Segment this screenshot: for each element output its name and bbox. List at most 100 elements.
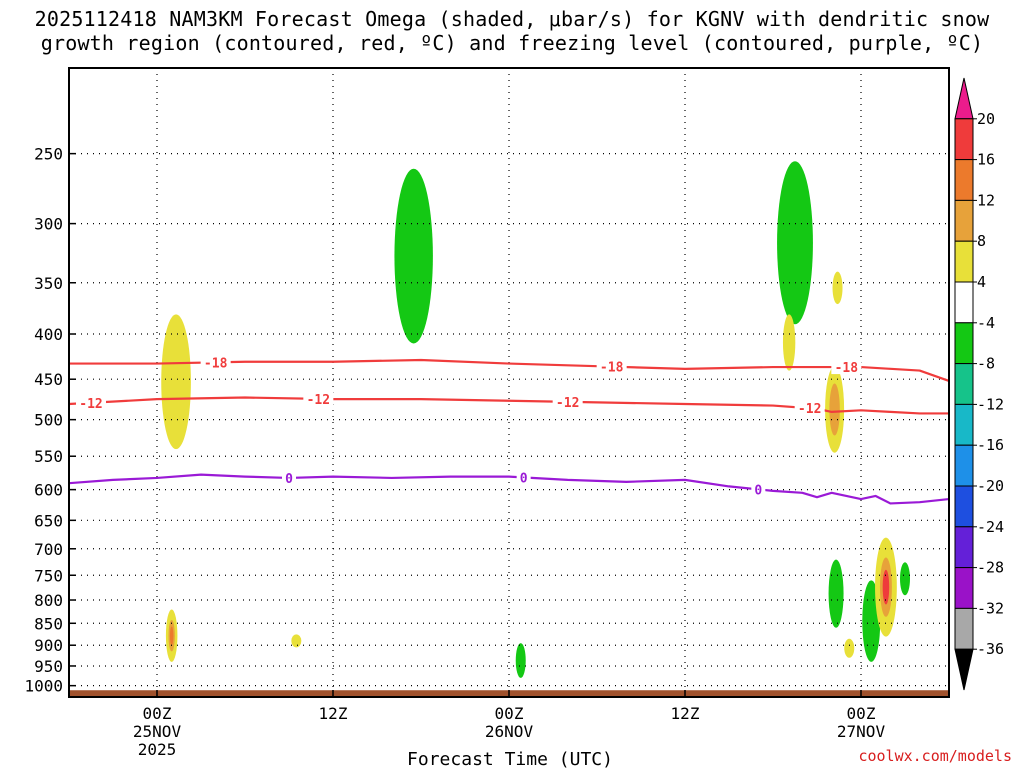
axes-layer: 250 300 350 400 450 500 550 600 650 700 750 800 850 9… (24, 67, 950, 759)
ytick-label-550: 550 (34, 447, 63, 466)
colorbar-cell-2 (954, 159, 974, 201)
contour-label--18-2: -18 (835, 361, 859, 376)
contour-label-bg--18-0 (200, 355, 231, 370)
contour-label-bg-0-1 (516, 470, 531, 485)
colorbar-label-3: 8 (977, 232, 986, 250)
xtick-label-0: 00Z (143, 704, 172, 723)
contour-line-0 (68, 473, 950, 505)
chart-title-line1: 2025112418 NAM3KM Forecast Omega (shaded… (34, 7, 990, 31)
omega-region-3 (394, 168, 433, 344)
colorbar-arrow-top (954, 77, 974, 120)
contour-label--12-1: -12 (307, 393, 330, 408)
colorbar-label-7: -12 (977, 395, 1004, 413)
contour-label--12-0: -12 (79, 397, 102, 412)
xtick-date-0: 25NOV (133, 722, 182, 741)
contour-label-0-1: 0 (520, 471, 528, 486)
omega-region-10 (844, 638, 855, 658)
contour-label-bg--18-2 (831, 360, 862, 375)
contour-label--12-2: -12 (556, 396, 579, 411)
ytick-label-850: 850 (34, 614, 63, 633)
ytick-label-750: 750 (34, 566, 63, 585)
ytick-label-900: 900 (34, 636, 63, 655)
contour-label-0-2: 0 (754, 483, 762, 498)
omega-shading-layer (161, 161, 910, 678)
colorbar-cell-11 (954, 526, 974, 569)
ytick-label-350: 350 (34, 274, 63, 293)
colorbar-label-0: 20 (977, 110, 995, 128)
contour-label--18-1: -18 (600, 361, 624, 376)
contour-label-bg--18-1 (596, 359, 627, 374)
xtick-year-0: 2025 (138, 740, 177, 759)
xtick-label-3: 12Z (671, 704, 700, 723)
omega-region-0 (161, 314, 191, 450)
colorbar-label-11: -28 (977, 559, 1004, 577)
ytick-label-950: 950 (34, 657, 63, 676)
ytick-label-300: 300 (34, 215, 63, 234)
omega-region-6 (782, 314, 796, 371)
colorbar-cell-3 (954, 199, 974, 242)
omega-region-9 (828, 559, 844, 628)
colorbar-cell-7 (954, 363, 974, 405)
colorbar-label-4: 4 (977, 273, 986, 291)
colorbar-cell-10 (954, 485, 974, 528)
omega-region-13 (900, 562, 910, 596)
colorbar-cell-13 (954, 607, 974, 650)
omega-region-5 (777, 161, 813, 325)
ytick-label-1000: 1000 (24, 677, 63, 696)
xtick-label-1: 12Z (319, 704, 348, 723)
colorbar-label-10: -24 (977, 518, 1004, 536)
contour-label-0-0: 0 (285, 472, 293, 487)
contour-label-bg-0-2 (751, 482, 766, 497)
contour-label-bg--12-0 (76, 395, 106, 410)
x-axis-title: Forecast Time (UTC) (407, 749, 613, 768)
colorbar-cell-12 (954, 567, 974, 609)
colorbar-label-5: -4 (977, 314, 995, 332)
contour-line--12 (68, 396, 949, 415)
colorbar-label-13: -36 (977, 640, 1004, 658)
ytick-label-450: 450 (34, 370, 63, 389)
contour-line--18 (69, 358, 950, 382)
ytick-label-250: 250 (34, 145, 63, 164)
contour-label-bg-0-0 (282, 470, 296, 485)
omega-core-inner-1 (169, 626, 174, 645)
contour-label-bg--12-2 (552, 394, 583, 409)
colorbar-cell-1 (954, 118, 974, 161)
colorbar-cell-6 (954, 322, 974, 365)
contour-label--12-3: -12 (798, 402, 821, 417)
omega-region-4 (515, 643, 526, 678)
colorbar-cell-9 (954, 444, 974, 487)
ytick-label-800: 800 (34, 591, 63, 610)
colorbar-arrow-bottom (954, 648, 974, 691)
colorbar-label-6: -8 (977, 355, 995, 373)
chart-title-line2: growth region (contoured, red, ºC) and f… (40, 31, 984, 55)
ytick-label-700: 700 (34, 540, 63, 559)
colorbar-label-9: -20 (977, 477, 1004, 495)
contour-layer: -18 -18 -18 -12 -12 -12 -12 0 0 0 (68, 355, 950, 505)
credit-text: coolwx.com/models (858, 747, 1012, 765)
ytick-label-500: 500 (34, 411, 63, 430)
xtick-date-2: 26NOV (485, 722, 534, 741)
omega-colorbar: 20 16 12 8 4 -4 -8 -12 -16 -20 -24 -28 -32 -36 (954, 77, 1004, 691)
omega-core-8 (829, 383, 840, 436)
colorbar-cell-4 (954, 240, 974, 283)
contour-label-bg--12-1 (303, 391, 334, 406)
colorbar-label-8: -16 (977, 436, 1004, 454)
colorbar-label-12: -32 (977, 599, 1004, 617)
ytick-label-650: 650 (34, 511, 63, 530)
xtick-date-4: 27NOV (837, 722, 886, 741)
omega-region-7 (832, 271, 843, 305)
ytick-label-400: 400 (34, 325, 63, 344)
colorbar-label-2: 12 (977, 191, 995, 209)
colorbar-cell-8 (954, 403, 974, 446)
contour-label-bg--12-3 (794, 401, 825, 416)
dotted-gridlines (69, 68, 949, 697)
colorbar-label-1: 16 (977, 151, 995, 169)
ytick-label-600: 600 (34, 481, 63, 500)
omega-core-inner-12 (882, 569, 890, 605)
contour-label--18-0: -18 (204, 356, 228, 371)
xtick-label-2: 00Z (495, 704, 524, 723)
colorbar-cell-5 (954, 281, 974, 324)
xtick-label-4: 00Z (847, 704, 876, 723)
omega-region-2 (291, 634, 302, 648)
